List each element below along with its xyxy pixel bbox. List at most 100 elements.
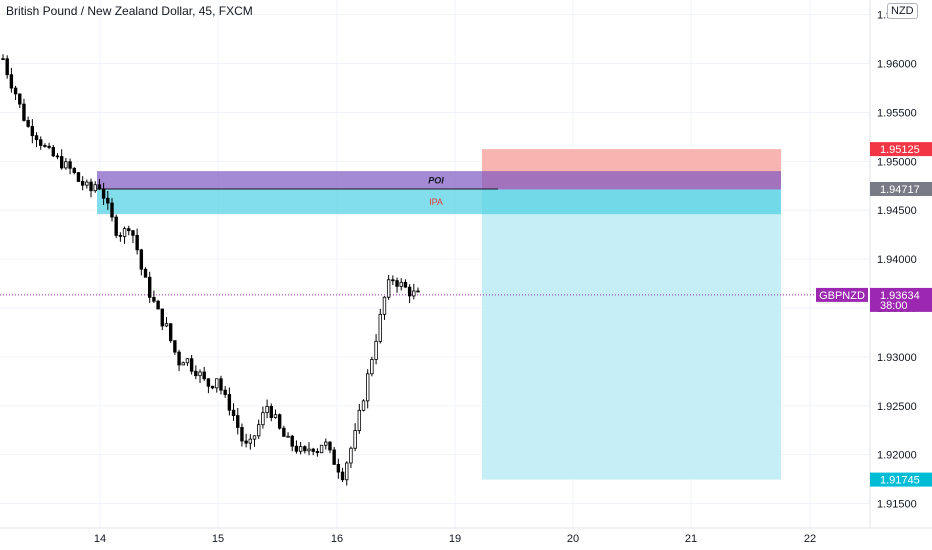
candle [412, 283, 416, 300]
chart-title: British Pound / New Zealand Dollar, 45, … [6, 4, 253, 18]
zones-layer: POI IPA [97, 149, 781, 480]
candle [294, 440, 299, 454]
candle [164, 317, 169, 328]
candle-body [164, 323, 169, 327]
candle-body [76, 172, 81, 182]
price-tick-label: 1.93000 [877, 352, 917, 364]
candle [353, 423, 357, 452]
candle-body [173, 340, 177, 353]
entry-tag-bg [870, 182, 932, 197]
candle [336, 458, 341, 479]
time-tick-label: 19 [449, 533, 461, 545]
time-tick-label: 22 [804, 533, 816, 545]
candle [148, 271, 152, 303]
candle-body [210, 385, 215, 389]
candle [365, 369, 370, 409]
candle [189, 354, 194, 375]
candle-body [13, 87, 18, 95]
candle [395, 277, 399, 293]
candle-body [202, 371, 206, 380]
candle [386, 275, 391, 300]
candle-body [85, 181, 89, 186]
candle-body [80, 181, 85, 186]
candle [391, 275, 395, 286]
candle-body [298, 446, 303, 452]
poi-zone[interactable] [97, 171, 781, 190]
candle [303, 445, 307, 454]
candle-body [118, 234, 123, 237]
candle [265, 399, 269, 419]
candle [47, 142, 51, 150]
candle-body [269, 406, 273, 418]
candle-body [340, 471, 345, 481]
candle [332, 446, 336, 465]
candle-body [219, 378, 223, 391]
candle [55, 153, 60, 160]
ipa-zone[interactable] [97, 189, 781, 215]
price-tick-label: 1.92000 [877, 450, 917, 462]
candle-body [127, 228, 131, 232]
candle-body [361, 400, 366, 411]
price-tick-label: 1.94500 [877, 205, 917, 217]
candle-body [244, 440, 248, 444]
candle-body [9, 74, 14, 89]
candle-body [30, 126, 35, 137]
candle [328, 441, 332, 454]
time-axis[interactable]: 14 15 16 19 20 21 22 [0, 527, 932, 545]
candle-body [206, 378, 211, 387]
target-tag-bg [870, 472, 932, 487]
entry-price-tag: 1.94717 [870, 182, 932, 197]
candle-body [319, 444, 324, 454]
candle [152, 290, 156, 304]
candle [194, 365, 198, 380]
candle [181, 361, 185, 366]
candle-body [47, 145, 51, 148]
candle-body [349, 447, 353, 464]
poi-label: POI [428, 175, 444, 185]
candle [219, 375, 223, 395]
candle [68, 158, 72, 175]
candle [89, 178, 93, 198]
price-tick-label: 1.95000 [877, 156, 917, 168]
candle-body [332, 449, 336, 465]
candle-body [160, 308, 164, 327]
candle [231, 403, 236, 421]
candle-body [55, 155, 60, 158]
candle [39, 136, 43, 150]
candle [282, 425, 286, 437]
target-price-tag: 1.91745 [870, 472, 932, 487]
candle-body [303, 446, 307, 452]
time-tick-label: 14 [94, 533, 106, 545]
current-tag-bg [870, 287, 932, 312]
candle [118, 232, 123, 242]
candle-body [236, 415, 240, 428]
candle [357, 404, 362, 434]
price-tick-label: 1.96000 [877, 59, 917, 71]
candle-body [257, 424, 261, 437]
candle-body [72, 167, 76, 173]
candle-body [198, 371, 202, 377]
candle-body [324, 441, 328, 446]
candle [122, 226, 127, 244]
candle [286, 432, 290, 438]
price-tick-label: 1.92500 [877, 401, 917, 413]
candle [416, 287, 420, 293]
currency-badge[interactable]: NZD [887, 3, 918, 19]
candle [202, 367, 206, 381]
candle [160, 308, 164, 331]
candle-body [273, 414, 278, 418]
candle [114, 214, 118, 239]
candle-body [26, 120, 30, 127]
candle-body [39, 139, 43, 146]
countdown-label: 38:00 [880, 300, 908, 312]
take-profit-zone[interactable] [482, 189, 781, 480]
candle [269, 403, 273, 422]
candle [378, 308, 382, 344]
candle [349, 446, 353, 468]
candle [240, 423, 244, 447]
price-axis[interactable]: 1.965001.960001.955001.950001.945001.940… [869, 0, 917, 528]
candle-body [240, 427, 244, 442]
candle [101, 182, 106, 205]
candle [13, 85, 18, 101]
